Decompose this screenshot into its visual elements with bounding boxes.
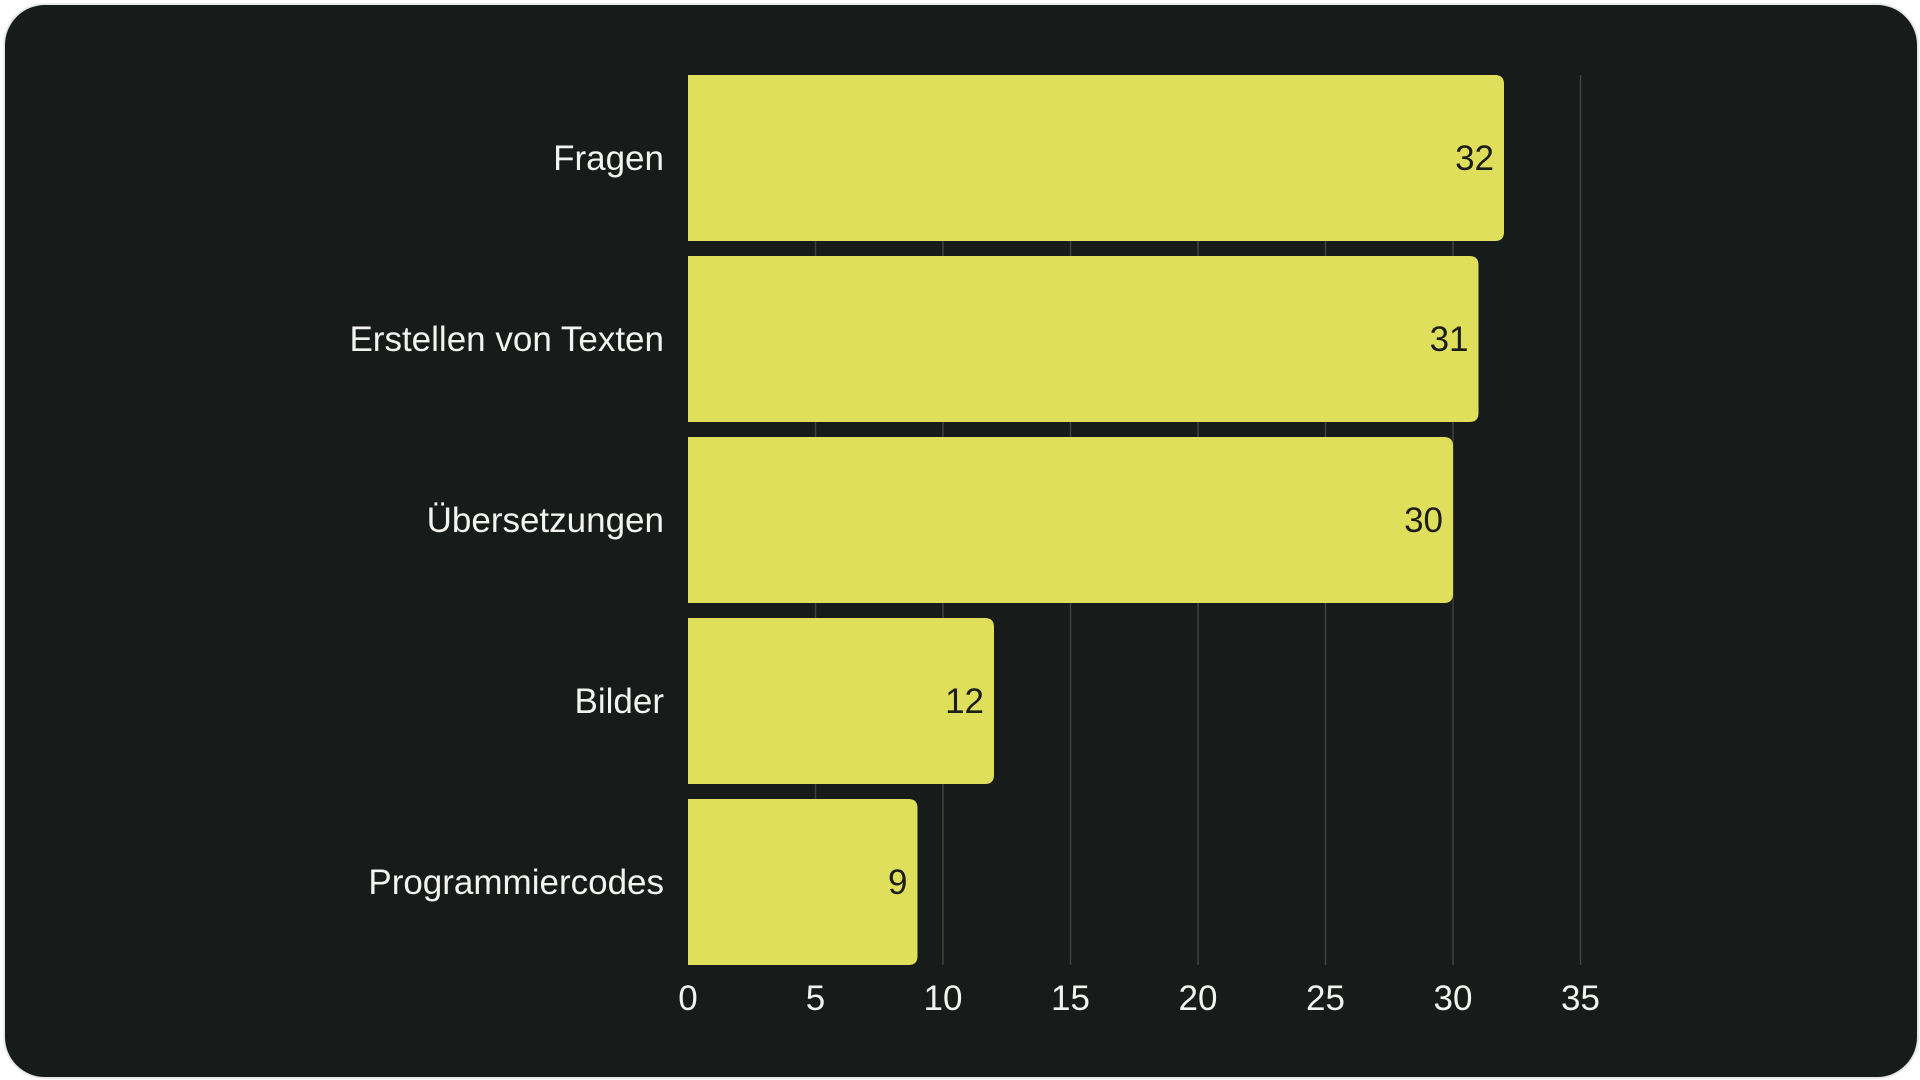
x-tick-label: 20 (1179, 979, 1218, 1018)
bar (688, 437, 1453, 603)
category-label: Programmiercodes (368, 863, 664, 902)
value-label: 12 (945, 682, 984, 721)
value-label: 32 (1455, 139, 1494, 178)
value-label: 9 (888, 863, 907, 902)
category-label: Übersetzungen (427, 501, 664, 540)
x-tick-label: 25 (1306, 979, 1345, 1018)
x-tick-label: 35 (1561, 979, 1600, 1018)
value-label: 30 (1404, 501, 1443, 540)
category-labels: Fragen Erstellen von Texten Übersetzungen B… (349, 139, 664, 902)
bar (688, 618, 994, 784)
category-label: Bilder (575, 682, 665, 721)
x-tick-label: 15 (1051, 979, 1090, 1018)
bar (688, 799, 918, 965)
bar-chart: Fragen Erstellen von Texten Übersetzungen B… (349, 75, 1600, 1018)
chart-card: Fragen Erstellen von Texten Übersetzungen B… (3, 3, 1919, 1079)
bar (688, 256, 1479, 422)
x-tick-label: 30 (1434, 979, 1473, 1018)
value-labels: 32 31 30 12 9 (888, 139, 1494, 902)
value-label: 31 (1430, 320, 1469, 359)
x-axis-ticks: 0 5 10 15 20 25 30 35 (678, 979, 1600, 1018)
category-label: Fragen (553, 139, 664, 178)
x-tick-label: 0 (678, 979, 697, 1018)
category-label: Erstellen von Texten (349, 320, 664, 359)
x-tick-label: 5 (806, 979, 825, 1018)
bars (688, 75, 1504, 965)
x-tick-label: 10 (924, 979, 963, 1018)
bar (688, 75, 1504, 241)
